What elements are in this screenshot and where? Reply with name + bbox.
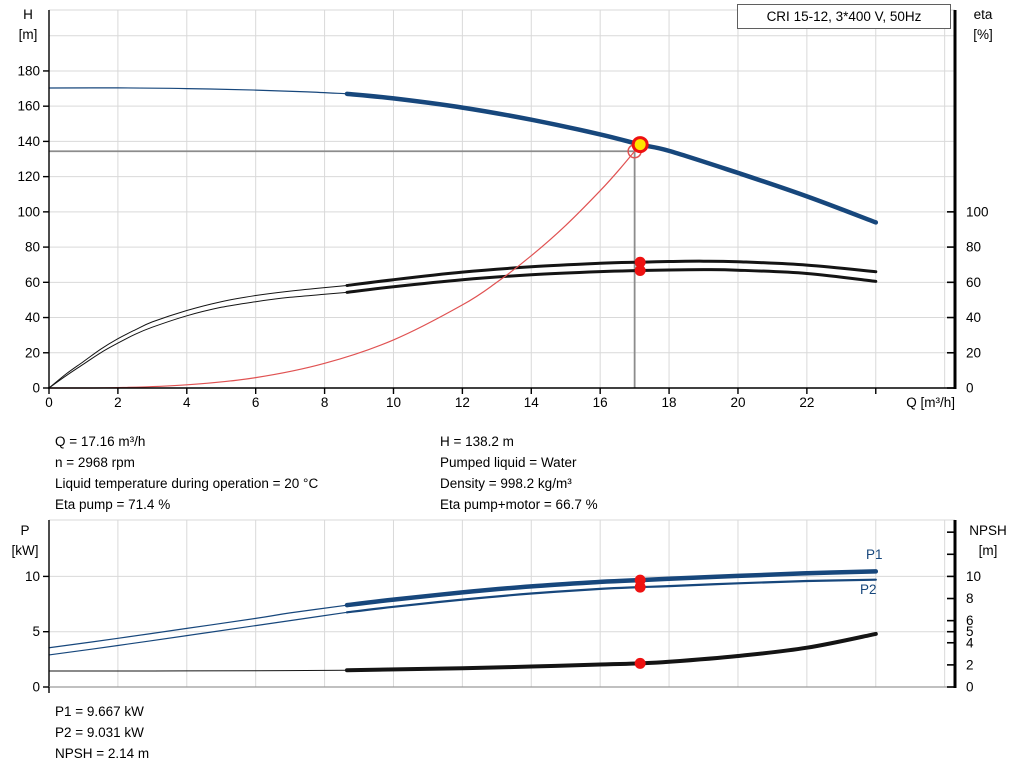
x-axis-tick-label: 10 bbox=[386, 395, 401, 410]
y-axis-left-tick-label: 10 bbox=[25, 569, 40, 584]
y-axis-left-tick-label: 80 bbox=[25, 240, 40, 255]
p2-curve bbox=[345, 578, 877, 614]
x-axis-title: Q [m³/h] bbox=[906, 395, 955, 410]
info-line-q: Q = 17.16 m³/h bbox=[55, 434, 146, 449]
info-line-eta-pump: Eta pump = 71.4 % bbox=[55, 497, 171, 512]
y-axis-left-tick-label: 40 bbox=[25, 310, 40, 325]
x-axis-tick-label: 2 bbox=[114, 395, 122, 410]
info-line-pumped-liquid: Pumped liquid = Water bbox=[440, 455, 577, 470]
x-axis-tick-label: 20 bbox=[730, 395, 745, 410]
y-axis-right-tick-label: 0 bbox=[966, 680, 974, 695]
y-axis-left-tick-label: 0 bbox=[32, 680, 40, 695]
x-axis-tick-label: 16 bbox=[593, 395, 608, 410]
duty-point-marker[interactable] bbox=[631, 136, 649, 154]
x-axis-tick-label: 12 bbox=[455, 395, 470, 410]
y-axis-right-tick-label: 40 bbox=[966, 310, 981, 325]
y-axis-left-tick-label: 0 bbox=[32, 381, 40, 396]
info-line-p1: P1 = 9.667 kW bbox=[55, 704, 144, 719]
y-axis-left-tick-label: 160 bbox=[17, 99, 40, 114]
p2-curve-thin bbox=[48, 611, 348, 656]
y-axis-left-tick-label: 180 bbox=[17, 63, 40, 78]
p2-curve-label: P2 bbox=[860, 582, 877, 597]
y-axis-left-tick-label: 5 bbox=[32, 624, 40, 639]
system-curve-thin bbox=[48, 144, 641, 389]
info-line-npsh: NPSH = 2.14 m bbox=[55, 746, 150, 761]
npsh-axis-title: NPSH [m] bbox=[957, 521, 1019, 561]
y-axis-right-tick-label: 0 bbox=[966, 381, 974, 396]
info-line-density: Density = 998.2 kg/m³ bbox=[440, 476, 572, 491]
duty-info-right: H = 138.2 m Pumped liquid = Water Densit… bbox=[440, 431, 598, 515]
npsh-curve-thin bbox=[48, 669, 348, 672]
hq-eta-chart: 0 20 40 60 80 100 120 140 160 180 0 20 40 60 80 100 0 2 4 6… bbox=[17, 9, 989, 410]
y-axis-right-tick-label: 5 bbox=[966, 624, 974, 639]
y-axis-right-tick-label: 6 bbox=[966, 613, 974, 628]
p1-curve-thin bbox=[48, 604, 348, 649]
duty-info-left: Q = 17.16 m³/h n = 2968 rpm Liquid tempe… bbox=[55, 431, 318, 515]
duty-value-marker bbox=[634, 657, 646, 669]
y-axis-right-tick-label: 80 bbox=[966, 240, 981, 255]
x-axis-tick-label: 0 bbox=[45, 395, 53, 410]
head-curve-thin bbox=[48, 87, 348, 95]
x-axis-tick-label: 22 bbox=[799, 395, 814, 410]
eta-pump-motor-curve bbox=[345, 268, 878, 294]
y-axis-left-tick-label: 100 bbox=[17, 204, 40, 219]
info-line-speed: n = 2968 rpm bbox=[55, 455, 135, 470]
y-axis-right-tick-label: 8 bbox=[966, 591, 974, 606]
eta-axis-title-symbol: eta bbox=[973, 7, 993, 22]
y-axis-right-tick-label: 20 bbox=[966, 345, 981, 360]
eta-pump-curve-thin bbox=[48, 285, 348, 389]
duty-value-marker bbox=[634, 581, 646, 593]
x-axis-tick-label: 6 bbox=[252, 395, 260, 410]
duty-value-marker bbox=[634, 256, 646, 268]
p-axis-title: P [kW] bbox=[2, 521, 48, 561]
h-axis-title-unit: [m] bbox=[18, 27, 38, 42]
y-axis-right-tick-label: 100 bbox=[966, 204, 989, 219]
y-axis-left-tick-label: 120 bbox=[17, 169, 40, 184]
eta-axis-title-unit: [%] bbox=[973, 27, 993, 42]
eta-axis-title: eta [%] bbox=[960, 5, 1006, 45]
npsh-axis-title-unit: [m] bbox=[978, 543, 998, 558]
x-axis-tick-label: 8 bbox=[321, 395, 329, 410]
head-curve bbox=[344, 91, 879, 225]
y-axis-left-tick-label: 140 bbox=[17, 134, 40, 149]
pump-designation-box: CRI 15-12, 3*400 V, 50Hz bbox=[737, 4, 951, 29]
x-axis-tick-label: 18 bbox=[662, 395, 677, 410]
y-axis-left-tick-label: 20 bbox=[25, 345, 40, 360]
y-axis-right-tick-label: 2 bbox=[966, 657, 974, 672]
info-line-h: H = 138.2 m bbox=[440, 434, 514, 449]
x-axis-tick-label: 14 bbox=[524, 395, 540, 410]
y-axis-right-tick-label: 60 bbox=[966, 275, 981, 290]
npsh-curve bbox=[344, 631, 878, 673]
info-line-p2: P2 = 9.031 kW bbox=[55, 725, 144, 740]
y-axis-right-tick-label: 4 bbox=[966, 635, 974, 650]
h-axis-title: H [m] bbox=[8, 5, 48, 45]
info-line-eta-pump-motor: Eta pump+motor = 66.7 % bbox=[440, 497, 598, 512]
p1-curve-label: P1 bbox=[866, 547, 883, 562]
x-axis-tick-label: 4 bbox=[183, 395, 191, 410]
info-line-liquid-temp: Liquid temperature during operation = 20… bbox=[55, 476, 319, 491]
h-axis-title-symbol: H bbox=[23, 7, 33, 22]
npsh-axis-title-symbol: NPSH bbox=[969, 523, 1007, 538]
eta-pump-motor-curve-thin bbox=[48, 291, 348, 389]
p-axis-title-unit: [kW] bbox=[11, 543, 39, 558]
p-axis-title-symbol: P bbox=[20, 523, 30, 538]
duty-info-bottom: P1 = 9.667 kW P2 = 9.031 kW NPSH = 2.14 … bbox=[55, 701, 149, 764]
y-axis-right-tick-label: 10 bbox=[966, 569, 981, 584]
p1-curve bbox=[344, 569, 879, 608]
y-axis-left-tick-label: 60 bbox=[25, 275, 40, 290]
duty-value-marker bbox=[634, 265, 646, 277]
